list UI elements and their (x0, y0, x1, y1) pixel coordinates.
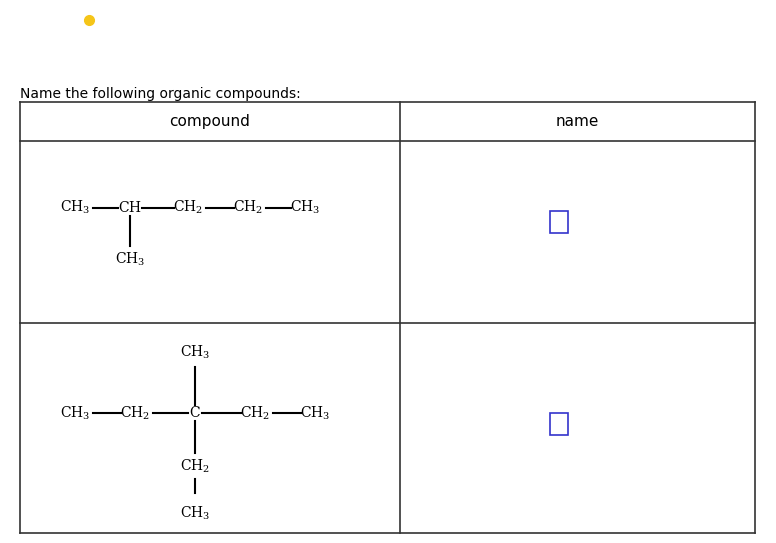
Text: Name the following organic compounds:: Name the following organic compounds: (20, 87, 301, 102)
Text: $\mathregular{CH_3}$: $\mathregular{CH_3}$ (115, 251, 145, 268)
Text: Naming branched alkanes: Naming branched alkanes (89, 39, 313, 54)
Text: $\mathregular{CH_2}$: $\mathregular{CH_2}$ (240, 404, 270, 421)
Text: $\mathregular{CH_3}$: $\mathregular{CH_3}$ (289, 199, 320, 216)
Text: $\mathregular{CH_2}$: $\mathregular{CH_2}$ (180, 457, 210, 475)
Text: $\mathregular{CH_2}$: $\mathregular{CH_2}$ (120, 404, 150, 421)
Text: ∨: ∨ (93, 80, 109, 98)
Text: ORGANIC CHEMISTRY: ORGANIC CHEMISTRY (105, 18, 229, 29)
Text: $\mathregular{CH_3}$: $\mathregular{CH_3}$ (60, 199, 90, 216)
Text: $\mathregular{CH_3}$: $\mathregular{CH_3}$ (180, 344, 210, 362)
Text: $\mathregular{C}$: $\mathregular{C}$ (189, 406, 201, 420)
Bar (550, 211, 568, 232)
Text: $\mathregular{CH_2}$: $\mathregular{CH_2}$ (173, 199, 203, 216)
Bar (550, 413, 568, 435)
Text: $\mathregular{CH_3}$: $\mathregular{CH_3}$ (180, 504, 210, 522)
Text: compound: compound (170, 114, 251, 129)
Text: $\mathregular{CH_3}$: $\mathregular{CH_3}$ (60, 404, 90, 421)
Text: $\mathregular{CH}$: $\mathregular{CH}$ (118, 200, 142, 215)
Text: $\mathregular{CH_3}$: $\mathregular{CH_3}$ (300, 404, 330, 421)
Text: name: name (556, 114, 599, 129)
Text: $\mathregular{CH_2}$: $\mathregular{CH_2}$ (233, 199, 263, 216)
